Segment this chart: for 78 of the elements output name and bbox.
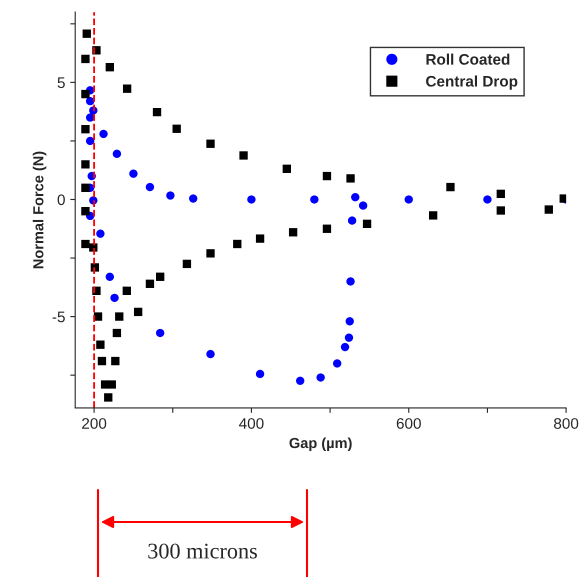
point <box>206 350 215 358</box>
point <box>106 272 114 281</box>
point <box>108 380 116 389</box>
point <box>134 308 142 316</box>
point <box>122 286 131 295</box>
x-tick-label: 600 <box>396 418 421 429</box>
point <box>166 191 175 200</box>
point <box>206 140 215 148</box>
point <box>81 90 90 98</box>
point <box>544 205 553 214</box>
point <box>404 195 413 204</box>
point <box>233 240 242 248</box>
point <box>288 228 298 236</box>
point <box>446 182 455 192</box>
point <box>316 373 325 382</box>
point <box>86 136 94 146</box>
point <box>156 328 164 338</box>
x-tick-label: 200 <box>82 418 106 429</box>
point <box>112 328 122 338</box>
point <box>129 170 138 178</box>
point <box>340 342 350 352</box>
point <box>351 192 360 202</box>
text: 300 microns <box>148 544 257 559</box>
point <box>81 125 90 134</box>
point <box>428 211 438 220</box>
point <box>96 340 105 349</box>
x-axis-title: Gap (µm) <box>290 437 352 452</box>
point <box>310 195 319 204</box>
point <box>81 207 90 216</box>
point <box>146 182 154 192</box>
point <box>104 393 112 402</box>
point <box>182 260 192 268</box>
point <box>152 108 162 116</box>
y-axis-title: Normal Force (N) <box>32 152 46 268</box>
y-tick-label: -5 <box>52 312 65 322</box>
point <box>496 190 505 198</box>
point <box>483 195 492 204</box>
point <box>146 280 154 288</box>
point <box>344 334 354 342</box>
point <box>239 151 248 160</box>
point <box>333 359 342 368</box>
point <box>99 130 108 138</box>
point <box>81 160 90 169</box>
x-tick-label: 800 <box>554 418 578 429</box>
point <box>362 220 372 228</box>
point <box>82 30 91 38</box>
x-tick-label: 400 <box>239 418 264 429</box>
point <box>256 234 264 243</box>
point <box>112 150 122 158</box>
point <box>346 317 354 326</box>
point <box>110 294 119 302</box>
point <box>346 277 355 286</box>
point <box>346 174 355 183</box>
legend-label: Central Drop <box>426 75 518 90</box>
point <box>172 124 181 133</box>
point <box>206 249 215 258</box>
y-tick-label: 0 <box>58 194 65 206</box>
point <box>81 184 90 192</box>
point <box>247 195 256 204</box>
point <box>296 376 304 385</box>
y-tick-label: 5 <box>58 77 65 88</box>
point <box>189 194 198 203</box>
point <box>282 164 291 173</box>
point <box>348 216 356 225</box>
point <box>496 206 505 215</box>
point <box>96 230 105 238</box>
point <box>98 356 106 366</box>
point <box>115 312 124 321</box>
point <box>256 370 264 378</box>
legend-label: Roll Coated <box>426 54 510 65</box>
point <box>322 172 332 180</box>
point <box>81 54 90 64</box>
point <box>322 224 332 233</box>
point <box>122 84 132 93</box>
point <box>106 62 114 72</box>
point <box>111 356 120 366</box>
point <box>156 272 164 281</box>
point <box>358 201 368 210</box>
